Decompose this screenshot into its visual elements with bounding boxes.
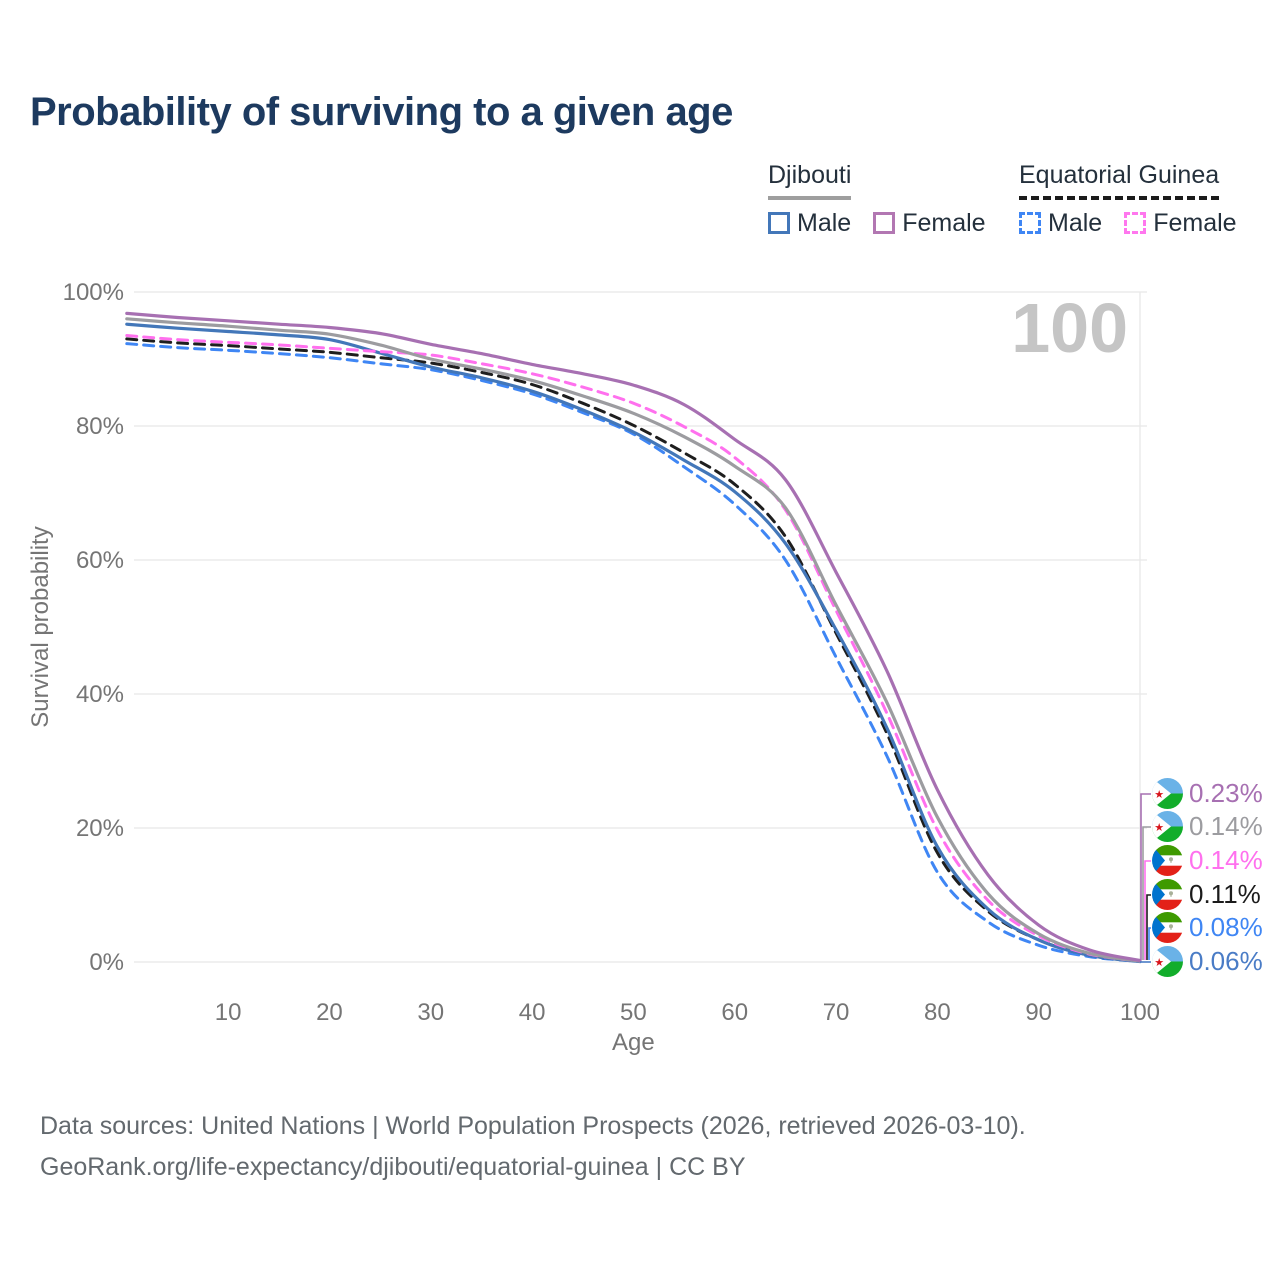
x-tick-label: 50 (620, 999, 647, 1026)
legend-group-equatorial-guinea: Equatorial Guinea Male Female (1019, 161, 1237, 238)
x-tick-label: 90 (1025, 999, 1052, 1026)
djibouti-female-swatch-icon (873, 212, 896, 234)
legend-item-djibouti-male[interactable]: Male (768, 209, 851, 238)
y-axis-title: Survival probability (27, 526, 54, 727)
y-tick-label: 0% (89, 949, 124, 976)
footer: Data sources: United Nations | World Pop… (40, 1106, 1026, 1187)
age-counter-watermark: 100 (1011, 289, 1128, 367)
y-tick-label: 100% (63, 279, 124, 306)
series-line-equatorial-guinea-female[interactable] (125, 334, 1142, 963)
footer-data-sources: Data sources: United Nations | World Pop… (40, 1112, 1026, 1140)
y-tick-label: 80% (76, 413, 124, 440)
legend-item-label: Male (797, 208, 852, 237)
series-line-equatorial-guinea-all[interactable] (125, 337, 1142, 963)
leader-line (1144, 860, 1151, 960)
leader-line (1142, 826, 1151, 960)
legend-item-label: Male (1048, 208, 1103, 237)
series-line-djibouti-female[interactable] (125, 311, 1142, 963)
x-tick-label: 80 (924, 999, 951, 1026)
legend-item-djibouti-female[interactable]: Female (873, 208, 986, 238)
x-tick-label: 70 (823, 999, 850, 1026)
x-tick-label: 60 (721, 999, 748, 1026)
legend-item-label: Female (1153, 208, 1237, 237)
series-line-djibouti-male[interactable] (125, 322, 1142, 964)
leader-line (1146, 894, 1151, 960)
series-line-djibouti-all[interactable] (125, 317, 1142, 963)
legend-group-title-djibouti[interactable]: Djibouti (768, 161, 852, 200)
legend-group-djibouti: Djibouti Male Female (768, 161, 986, 238)
page-title: Probability of surviving to a given age (30, 90, 733, 134)
legend-group-title-equatorial-guinea[interactable]: Equatorial Guinea (1019, 161, 1220, 200)
leader-line (1148, 927, 1151, 960)
legend-item-label: Female (902, 208, 986, 237)
equatorial-guinea-male-swatch-icon (1019, 212, 1041, 234)
legend-item-equatorial-guinea-male[interactable]: Male (1019, 209, 1102, 238)
x-tick-label: 10 (215, 999, 242, 1026)
legend: Djibouti Male Female Equatorial Guinea M… (0, 161, 1280, 252)
y-tick-label: 20% (76, 815, 124, 842)
djibouti-male-swatch-icon (768, 212, 790, 234)
x-tick-label: 100 (1120, 999, 1160, 1026)
equatorial-guinea-female-swatch-icon (1124, 212, 1147, 234)
legend-item-equatorial-guinea-female[interactable]: Female (1124, 208, 1237, 238)
y-tick-label: 60% (76, 547, 124, 574)
x-tick-label: 30 (417, 999, 444, 1026)
y-tick-label: 40% (76, 681, 124, 708)
leader-line (1140, 793, 1151, 960)
x-axis-title: Age (612, 1029, 655, 1056)
x-tick-label: 40 (519, 999, 546, 1026)
x-tick-label: 20 (316, 999, 343, 1026)
footer-attribution[interactable]: GeoRank.org/life-expectancy/djibouti/equ… (40, 1152, 746, 1181)
series-line-equatorial-guinea-male[interactable] (125, 342, 1142, 963)
